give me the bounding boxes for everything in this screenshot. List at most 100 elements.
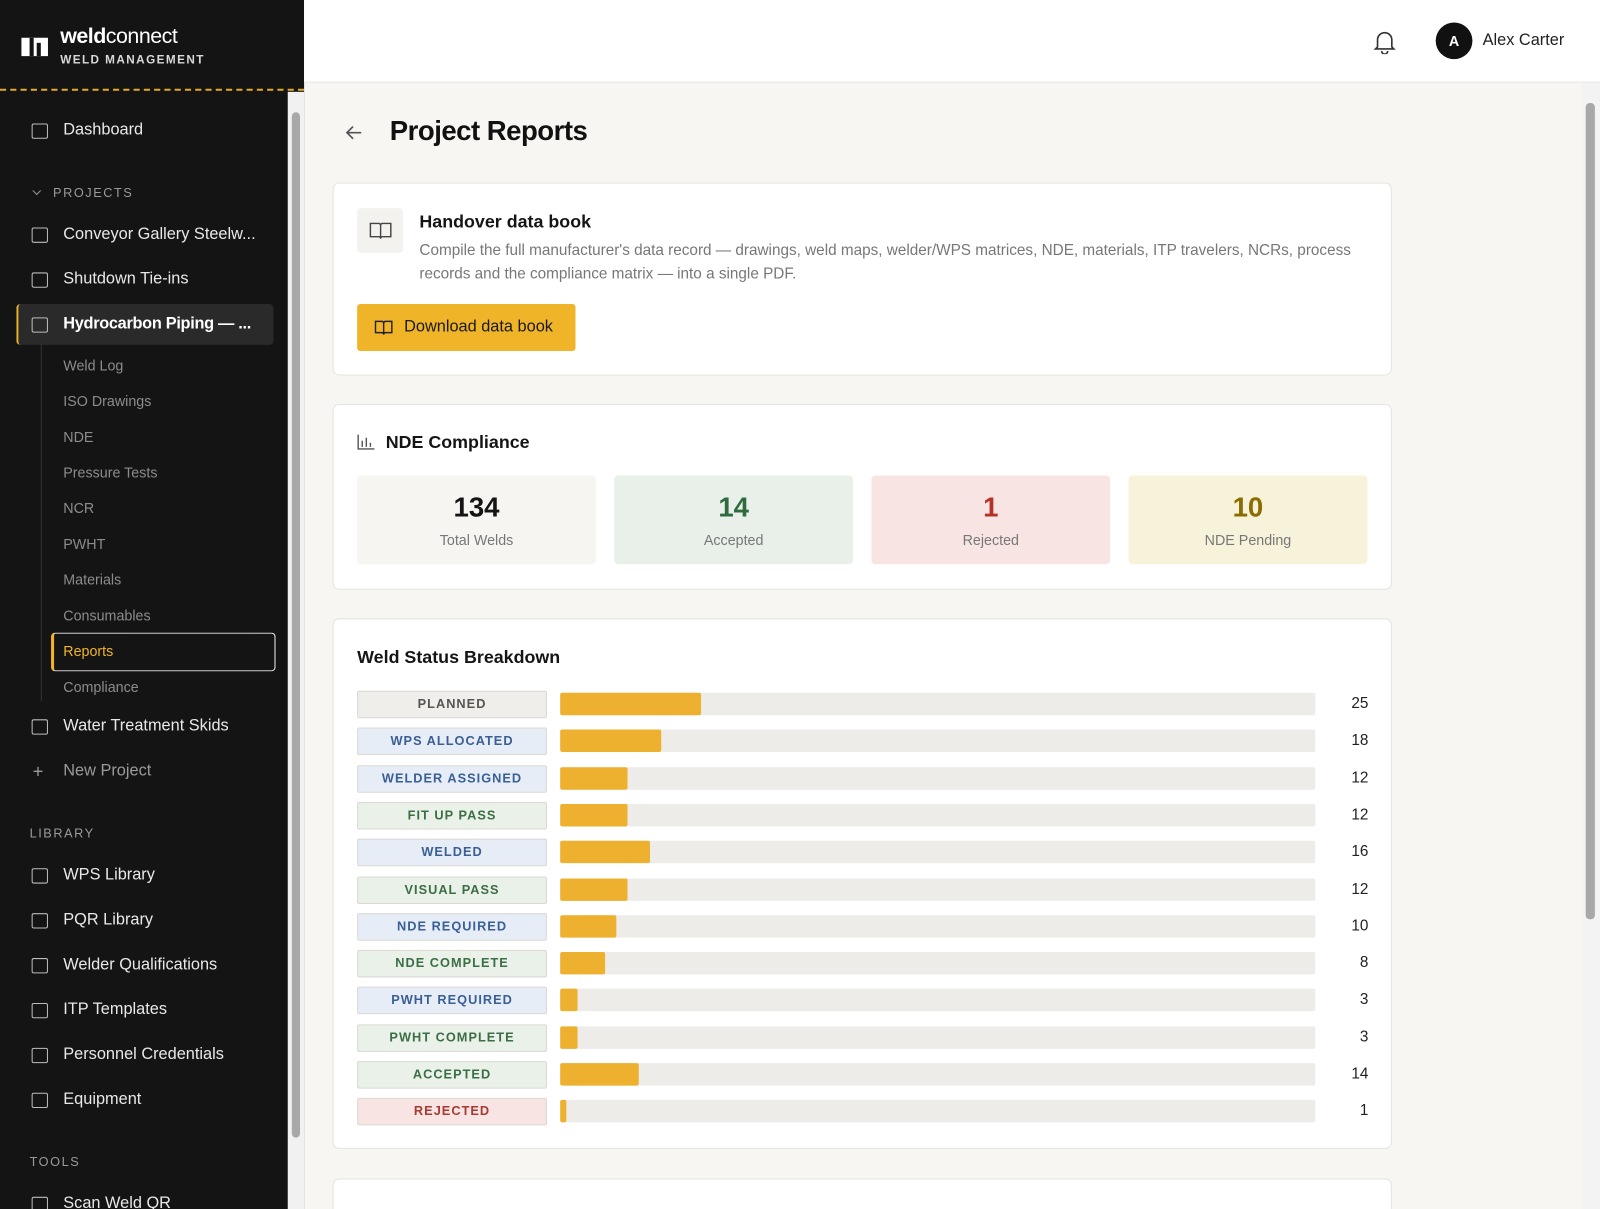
subpage-item[interactable]: Compliance xyxy=(63,678,139,695)
section-label: TOOLS xyxy=(29,1154,81,1170)
subpage-item[interactable]: Weld Log xyxy=(63,357,124,374)
bar-track xyxy=(560,952,1316,975)
bar-count: 12 xyxy=(1351,805,1369,824)
status-badge: FIT UP PASS xyxy=(357,801,547,830)
chart-icon xyxy=(357,434,375,450)
nde-title: NDE Compliance xyxy=(385,431,530,452)
bar-count: 12 xyxy=(1351,768,1369,787)
project-item[interactable]: Shutdown Tie-ins xyxy=(63,270,189,288)
subpage-item[interactable]: Materials xyxy=(63,571,122,588)
library-item[interactable]: ITP Templates xyxy=(63,1000,168,1019)
subpage-item[interactable]: NDE xyxy=(63,428,94,445)
stat-box: 10 NDE Pending xyxy=(1128,475,1368,565)
download-button[interactable]: Download data book xyxy=(357,304,576,351)
nav-icon xyxy=(31,1002,48,1019)
library-item[interactable]: Personnel Credentials xyxy=(63,1045,224,1064)
project-item[interactable]: Water Treatment Skids xyxy=(63,717,229,735)
library-item[interactable]: Welder Qualifications xyxy=(63,956,218,974)
bar xyxy=(560,1026,578,1049)
status-badge: PWHT REQUIRED xyxy=(357,987,547,1015)
nav-icon xyxy=(31,958,48,974)
stat-label: Accepted xyxy=(703,531,764,548)
subpage-item[interactable]: Consumables xyxy=(63,607,151,624)
bar xyxy=(560,840,651,864)
handover-description: Compile the full manufacturer's data rec… xyxy=(419,241,1351,283)
active-project xyxy=(16,304,274,345)
nav-icon xyxy=(31,719,48,735)
sidebar-scrollbar xyxy=(287,91,305,1209)
brand-name: weldconnect xyxy=(60,24,178,48)
main-scrollbar xyxy=(1581,82,1600,1209)
subpage-item[interactable]: NCR xyxy=(63,499,95,517)
plus-icon: + xyxy=(32,761,44,782)
nav-icon xyxy=(31,272,48,288)
library-item[interactable]: PQR Library xyxy=(63,911,154,929)
subpage-item[interactable]: PWHT xyxy=(63,535,106,552)
status-badge: REJECTED xyxy=(357,1098,547,1126)
stat-label: NDE Pending xyxy=(1204,531,1292,548)
stat-value: 10 xyxy=(1232,491,1264,523)
bar-count: 3 xyxy=(1359,991,1369,1009)
sidebar: weldconnect WELD MANAGEMENT Dashboard PRO… xyxy=(0,0,305,1209)
bar-count: 16 xyxy=(1351,842,1369,861)
status-badge: WPS ALLOCATED xyxy=(357,727,547,756)
tool-item[interactable]: Scan Weld QR xyxy=(63,1194,171,1209)
brand-divider xyxy=(0,88,305,91)
bar-track xyxy=(560,692,1316,716)
bar xyxy=(560,952,606,975)
bar-track xyxy=(560,915,1316,938)
nav-icon xyxy=(31,227,48,243)
notifications[interactable] xyxy=(1373,30,1396,55)
subpage-item[interactable]: ISO Drawings xyxy=(63,392,152,410)
collapse-icon xyxy=(32,186,42,196)
back-button[interactable] xyxy=(343,122,365,142)
topbar: A Alex Carter xyxy=(304,0,1600,83)
download-label[interactable]: Download data book xyxy=(404,318,553,336)
bar xyxy=(560,1100,566,1123)
status-badge: ACCEPTED xyxy=(357,1061,547,1089)
bar-track xyxy=(560,877,1316,901)
user-name[interactable]: Alex Carter xyxy=(1482,31,1565,49)
subpage-item[interactable]: Reports xyxy=(63,642,114,660)
nav-icon xyxy=(31,1092,48,1109)
nav-icon xyxy=(31,123,48,139)
nav-item[interactable]: New Project xyxy=(63,762,152,780)
library-item[interactable]: WPS Library xyxy=(63,866,155,884)
bar xyxy=(560,803,628,827)
nav-item[interactable]: Dashboard xyxy=(63,121,144,139)
avatar[interactable]: A xyxy=(1435,22,1473,60)
stat-box: 14 Accepted xyxy=(614,475,854,565)
bar-track xyxy=(560,840,1316,864)
handover-title: Handover data book xyxy=(419,211,592,232)
status-badge: VISUAL PASS xyxy=(357,875,547,904)
nav-icon xyxy=(31,913,48,929)
stat-value: 14 xyxy=(718,491,749,523)
bar-track xyxy=(560,729,1316,753)
project-item[interactable]: Hydrocarbon Piping — ... xyxy=(63,315,251,333)
bar-track xyxy=(560,1100,1316,1123)
stat-value: 1 xyxy=(983,491,999,523)
bar xyxy=(560,1063,640,1086)
bar xyxy=(560,877,628,901)
nde-card: NDE Compliance 134 Total Welds 14 Accepted 1… xyxy=(332,404,1392,590)
library-item[interactable]: Equipment xyxy=(63,1090,142,1109)
handover-card: Handover data book Compile the full manu… xyxy=(332,182,1392,376)
bar-count: 8 xyxy=(1359,954,1369,972)
status-badge: WELDED xyxy=(357,838,547,867)
logo xyxy=(21,37,48,57)
nav-icon xyxy=(31,868,48,884)
stat-box: 134 Total Welds xyxy=(357,475,596,565)
nav-icon xyxy=(31,1047,48,1064)
project-item[interactable]: Conveyor Gallery Steelw... xyxy=(63,225,256,243)
bar-count: 14 xyxy=(1351,1065,1369,1083)
nav-icon xyxy=(31,317,48,333)
subpage-item[interactable]: Pressure Tests xyxy=(63,464,158,481)
status-badge: PWHT COMPLETE xyxy=(357,1024,547,1052)
stat-value: 134 xyxy=(453,491,500,523)
bar-count: 18 xyxy=(1351,731,1369,750)
bar xyxy=(560,692,702,716)
page-title: Project Reports xyxy=(389,115,588,146)
weld-status-title: Weld Status Breakdown xyxy=(357,646,561,668)
